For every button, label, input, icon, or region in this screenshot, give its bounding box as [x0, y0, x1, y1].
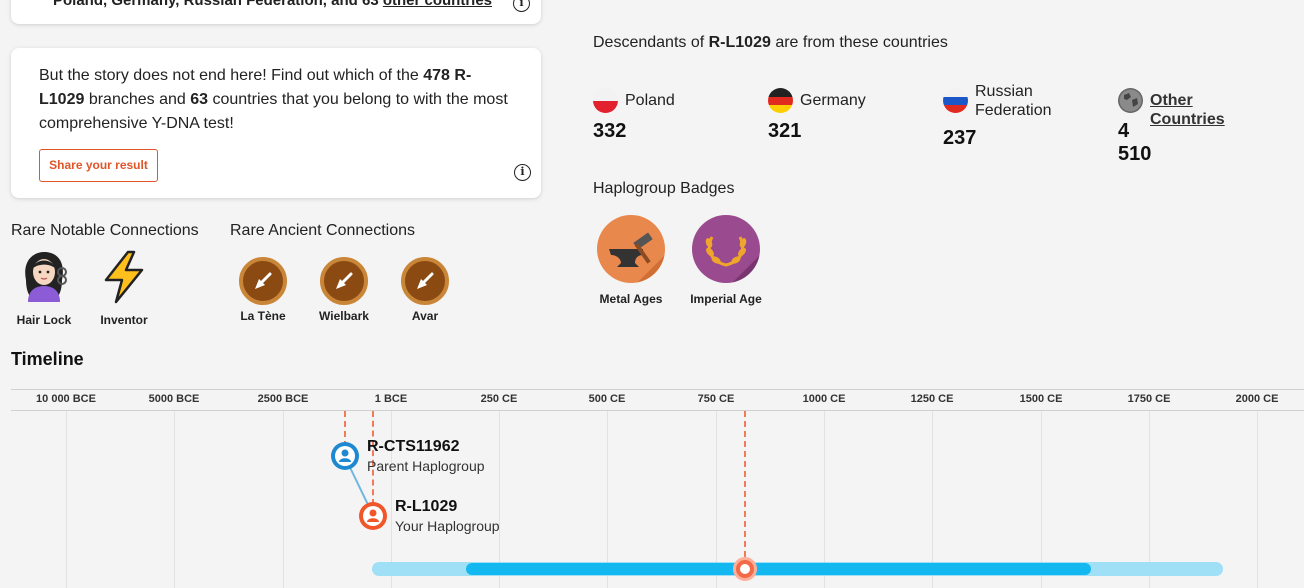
grid-line — [283, 411, 284, 588]
ancient-connection-wielbark[interactable]: Wielbark — [304, 257, 384, 323]
grid-line — [1257, 411, 1258, 588]
laurel-wreath-icon — [692, 215, 760, 283]
rare-ancient-title: Rare Ancient Connections — [230, 222, 415, 239]
timeline-tick: 10 000 BCE — [36, 393, 96, 405]
trowel-icon — [239, 257, 287, 305]
grid-line — [66, 411, 67, 588]
grid-line — [1149, 411, 1150, 588]
timeline-tick: 2000 CE — [1235, 393, 1279, 405]
timeline-tick: 2500 BCE — [257, 393, 309, 405]
timeline-tick: 1500 CE — [1019, 393, 1063, 405]
notable-label: Hair Lock — [16, 313, 72, 327]
parent-haplogroup-avatar[interactable] — [331, 442, 359, 470]
badge-label: Imperial Age — [690, 292, 762, 306]
parent-dash-line — [344, 411, 346, 447]
other-countries-link[interactable]: Other Countries — [1150, 92, 1225, 128]
ancient-label: Avar — [411, 309, 439, 323]
flag-germany-icon — [768, 88, 793, 113]
info-icon[interactable]: i — [513, 0, 530, 12]
grid-line — [716, 411, 717, 588]
badge-metal-ages[interactable]: Metal Ages — [586, 215, 676, 306]
grid-line — [1041, 411, 1042, 588]
parent-haplogroup-label: Parent Haplogroup — [367, 458, 485, 474]
story-text: But the story does not end here! Find ou… — [39, 67, 508, 132]
countries-summary-card: Poland, Germany, Russian Federation, and… — [11, 0, 541, 24]
timeline-tick: 250 CE — [480, 393, 518, 405]
story-card: But the story does not end here! Find ou… — [11, 48, 541, 198]
your-haplogroup-label: Your Haplogroup — [395, 518, 500, 534]
badge-imperial-age[interactable]: Imperial Age — [681, 215, 771, 306]
country-name: Russian Federation — [975, 83, 1052, 119]
your-haplogroup-name[interactable]: R-L1029 — [395, 498, 458, 515]
rare-notable-title: Rare Notable Connections — [11, 222, 199, 239]
other-countries-link[interactable]: other countries — [382, 0, 493, 9]
timeline-tick: 750 CE — [697, 393, 735, 405]
notable-label: Inventor — [100, 313, 148, 327]
timeline-range-selection[interactable] — [466, 563, 1091, 575]
grid-line — [499, 411, 500, 588]
timeline-tick: 1250 CE — [910, 393, 954, 405]
timeline-tick: 1 BCE — [374, 393, 408, 405]
timeline-tick: 500 CE — [588, 393, 626, 405]
timeline-axis: 10 000 BCE 5000 BCE 2500 BCE 1 BCE 250 C… — [11, 389, 1304, 411]
timeline-tick: 5000 BCE — [148, 393, 200, 405]
ancient-label: La Tène — [240, 309, 286, 323]
ancient-connection-avar[interactable]: Avar — [385, 257, 465, 323]
flag-russia-icon — [943, 88, 968, 113]
notable-connection-hair-lock[interactable]: Hair Lock — [4, 250, 84, 327]
present-dash-line — [744, 411, 746, 557]
info-icon[interactable]: i — [514, 164, 531, 181]
timeline-marker[interactable] — [733, 557, 757, 581]
share-result-button[interactable]: Share your result — [39, 149, 158, 182]
globe-icon — [1118, 88, 1143, 113]
country-count: 237 — [943, 127, 977, 149]
country-count: 4 510 — [1118, 120, 1152, 165]
badge-label: Metal Ages — [599, 292, 663, 306]
grid-line — [391, 411, 392, 588]
flag-poland-icon — [593, 88, 618, 113]
your-haplogroup-avatar[interactable] — [359, 502, 387, 530]
ancient-label: Wielbark — [319, 309, 369, 323]
descendants-title: Descendants of R-L1029 are from these co… — [593, 34, 948, 51]
country-name: Germany — [800, 92, 866, 109]
timeline-tick: 1000 CE — [802, 393, 846, 405]
timeline-title: Timeline — [11, 349, 84, 369]
grid-line — [824, 411, 825, 588]
lightning-icon — [104, 250, 144, 304]
haplogroup-badges-title: Haplogroup Badges — [593, 180, 735, 197]
parent-haplogroup-name[interactable]: R-CTS11962 — [367, 438, 460, 455]
anvil-hammer-icon — [597, 215, 665, 283]
your-dash-line — [372, 411, 374, 505]
country-count: 321 — [768, 120, 802, 142]
trowel-icon — [401, 257, 449, 305]
trowel-icon — [320, 257, 368, 305]
grid-line — [932, 411, 933, 588]
hair-lock-woman-icon — [25, 252, 67, 302]
grid-line — [607, 411, 608, 588]
country-count: 332 — [593, 120, 627, 142]
timeline-tick: 1750 CE — [1127, 393, 1171, 405]
ancient-connection-la-tene[interactable]: La Tène — [223, 257, 303, 323]
country-name: Poland — [625, 92, 675, 109]
grid-line — [174, 411, 175, 588]
countries-summary-text: Poland, Germany, Russian Federation, and… — [53, 0, 492, 9]
notable-connection-inventor[interactable]: Inventor — [84, 250, 164, 327]
